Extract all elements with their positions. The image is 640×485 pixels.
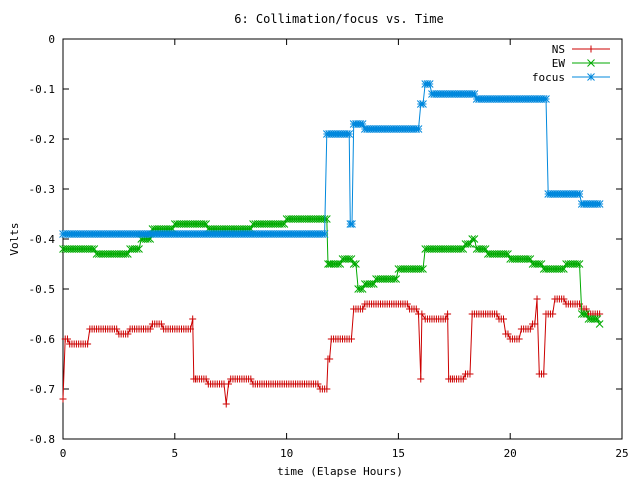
y-tick-label: -0.1 (29, 83, 56, 96)
data-point-ns (347, 335, 355, 343)
data-point-focus (414, 125, 423, 133)
data-point-ns (84, 340, 92, 348)
series-line-focus (63, 83, 600, 235)
data-point-ew (468, 235, 477, 243)
legend-label-ns: NS (552, 43, 565, 56)
data-point-ew (470, 235, 479, 243)
y-tick-label: 0 (48, 33, 55, 46)
y-tick-label: -0.2 (29, 133, 56, 146)
legend-marker-ew (587, 59, 595, 67)
y-axis-ticks: 0 -0.1 -0.2 -0.3 -0.4 -0.5 -0.6 -0.7 -0.8 (29, 33, 622, 446)
data-point-focus (419, 100, 427, 108)
data-point-ew (593, 315, 602, 323)
x-tick-label: 5 (171, 447, 178, 460)
data-point-ns (59, 395, 67, 403)
x-axis-label: time (Elapse Hours) (277, 465, 403, 478)
x-tick-label: 25 (615, 447, 628, 460)
data-point-ns (417, 375, 425, 383)
data-point-focus (348, 220, 356, 228)
data-point-ew (324, 260, 332, 268)
data-point-ns (189, 315, 197, 323)
data-point-ns (326, 355, 334, 363)
data-point-ns (515, 335, 523, 343)
data-point-ns (224, 380, 232, 388)
data-point-ew (390, 275, 398, 283)
chart-title: 6: Collimation/focus vs. Time (234, 12, 444, 26)
data-point-ns (157, 320, 165, 328)
legend-marker-ns (587, 45, 595, 53)
data-point-ew (575, 260, 584, 268)
series-layer (59, 80, 604, 408)
x-tick-label: 20 (504, 447, 517, 460)
x-tick-label: 10 (280, 447, 293, 460)
x-tick-label: 15 (392, 447, 405, 460)
data-point-ns (186, 325, 194, 333)
data-point-ns (323, 385, 331, 393)
legend-label-focus: focus (532, 71, 565, 84)
data-point-ew (419, 265, 427, 273)
series-focus (59, 80, 604, 238)
y-tick-label: -0.5 (29, 283, 56, 296)
y-tick-label: -0.3 (29, 183, 56, 196)
data-point-ns (526, 325, 534, 333)
data-point-focus (595, 200, 604, 208)
data-point-ns (359, 305, 367, 313)
data-point-ns (403, 300, 411, 308)
data-point-ns (549, 310, 557, 318)
data-point-ew (595, 320, 604, 328)
data-point-ns (444, 310, 452, 318)
data-point-ns (441, 315, 449, 323)
data-point-ew (132, 245, 141, 253)
data-point-ew (352, 260, 360, 268)
data-point-ns (412, 305, 420, 313)
data-point-focus (542, 95, 550, 103)
data-point-ns (531, 320, 539, 328)
data-point-ns (113, 325, 121, 333)
data-point-ns (146, 325, 154, 333)
data-point-ns (459, 375, 467, 383)
data-point-ns (499, 315, 507, 323)
data-point-focus (320, 230, 329, 238)
series-ns (59, 295, 604, 408)
y-tick-label: -0.6 (29, 333, 56, 346)
data-point-ns (202, 375, 210, 383)
data-point-ns (466, 370, 474, 378)
y-tick-label: -0.7 (29, 383, 56, 396)
data-point-ns (540, 370, 548, 378)
data-point-ns (418, 310, 426, 318)
data-point-ns (493, 310, 501, 318)
data-point-ew (135, 245, 143, 253)
data-point-ns (63, 335, 71, 343)
data-point-ns (576, 300, 584, 308)
data-point-ew (392, 275, 401, 283)
data-point-ew (416, 265, 425, 273)
data-point-ns (124, 330, 132, 338)
y-axis-label: Volts (8, 222, 21, 255)
series-line-ns (62, 298, 600, 405)
data-point-ns (222, 400, 230, 408)
data-point-ns (247, 375, 255, 383)
data-point-focus (345, 130, 354, 138)
y-tick-label: -0.8 (29, 433, 56, 446)
data-point-ew (573, 260, 582, 268)
data-point-ns (533, 295, 541, 303)
data-point-focus (425, 80, 434, 88)
data-point-focus (575, 190, 584, 198)
data-point-ns (560, 295, 568, 303)
data-point-ns (504, 330, 512, 338)
y-tick-label: -0.4 (29, 233, 56, 246)
legend-marker-focus (587, 73, 595, 81)
data-point-ew (349, 260, 358, 268)
x-tick-label: 0 (60, 447, 67, 460)
legend-label-ew: EW (552, 57, 566, 70)
x-axis-ticks: 0 5 10 15 20 25 (60, 39, 629, 460)
data-point-ew (325, 260, 334, 268)
data-point-ns (314, 380, 322, 388)
